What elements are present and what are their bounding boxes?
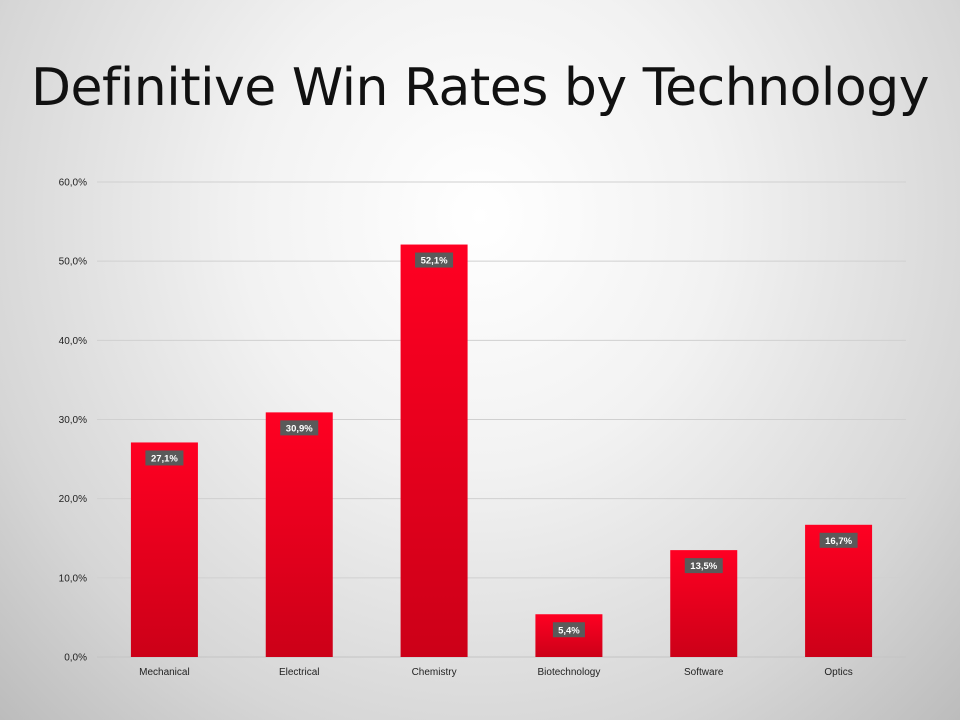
data-label-box bbox=[415, 252, 454, 268]
data-label-box bbox=[819, 532, 858, 548]
y-tick-label: 30,0% bbox=[59, 415, 87, 426]
x-tick-label: Mechanical bbox=[139, 667, 190, 678]
data-label-box bbox=[145, 450, 184, 466]
y-tick-label: 10,0% bbox=[59, 573, 87, 584]
data-label: 27,1% bbox=[151, 453, 178, 464]
data-label-box bbox=[684, 558, 723, 574]
data-label: 30,9% bbox=[286, 423, 313, 434]
bar bbox=[130, 442, 198, 657]
data-label: 16,7% bbox=[825, 536, 852, 547]
y-tick-label: 50,0% bbox=[59, 257, 87, 268]
y-tick-label: 20,0% bbox=[59, 494, 87, 505]
data-label: 13,5% bbox=[690, 561, 717, 572]
data-label-box bbox=[280, 420, 319, 436]
gridlines bbox=[97, 181, 906, 658]
x-tick-label: Chemistry bbox=[412, 667, 457, 678]
data-label: 5,4% bbox=[558, 625, 580, 636]
bar bbox=[400, 244, 468, 657]
chart-title: Definitive Win Rates by Technology bbox=[31, 58, 929, 118]
x-tick-label: Biotechnology bbox=[538, 667, 601, 678]
y-tick-label: 0,0% bbox=[64, 653, 87, 664]
x-tick-label: Optics bbox=[824, 667, 852, 678]
x-tick-label: Electrical bbox=[279, 667, 320, 678]
y-tick-label: 40,0% bbox=[59, 336, 87, 347]
x-axis: Mechanical Electrical Chemistry Biotechnolo… bbox=[139, 667, 853, 678]
bar bbox=[265, 412, 333, 657]
data-label: 52,1% bbox=[421, 256, 448, 267]
y-tick-label: 60,0% bbox=[59, 178, 87, 189]
x-tick-label: Software bbox=[684, 667, 724, 678]
data-label-box bbox=[552, 622, 585, 638]
bars: 27,1% 30,9% 52,1% 5,4% 13,5% 16,7% bbox=[130, 244, 873, 657]
y-axis: 0,0% 10,0% 20,0% 30,0% 40,0% 50,0% 60,0% bbox=[59, 178, 87, 664]
